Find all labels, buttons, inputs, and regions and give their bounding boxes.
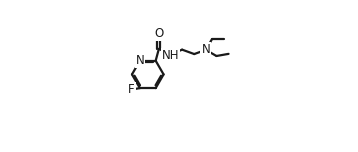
Text: N: N <box>135 54 144 67</box>
Text: N: N <box>202 43 210 56</box>
Text: NH: NH <box>162 49 179 62</box>
Text: O: O <box>154 27 164 40</box>
Text: F: F <box>129 83 135 96</box>
